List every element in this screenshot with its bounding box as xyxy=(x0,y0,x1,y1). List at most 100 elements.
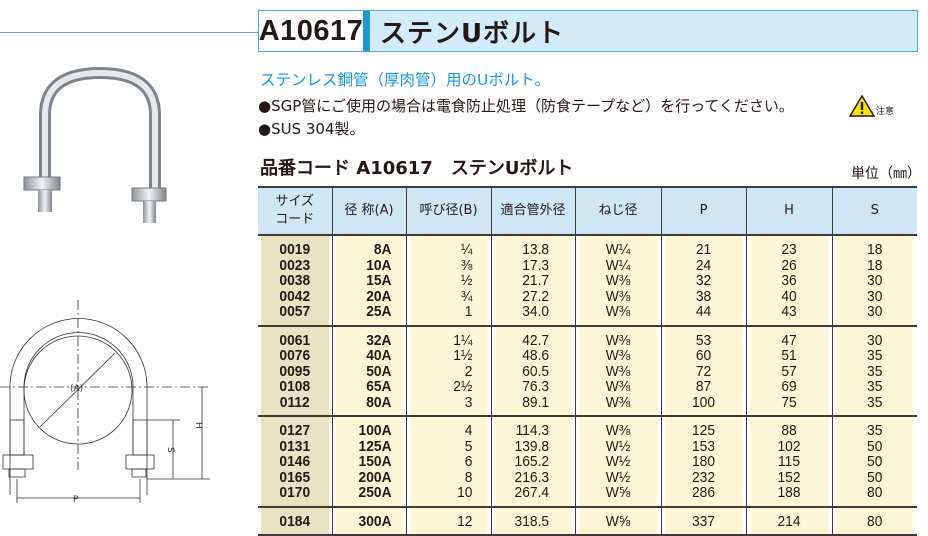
table-row: 0184 300A 12 318.5 W⅝ 337 214 80 xyxy=(258,506,917,535)
label-p: P xyxy=(73,495,79,505)
cell-pipe-od: 34.0 xyxy=(493,304,572,326)
cell-nominal-b: 1 xyxy=(408,304,488,326)
header-s: S xyxy=(831,187,917,236)
label-h: H xyxy=(193,422,203,429)
table-row: 0076 40A 1½ 48.6 W⅜ 60 51 35 xyxy=(258,348,917,364)
cell-thread: W¼ xyxy=(577,257,658,273)
table-row: 0112 80A 3 89.1 W⅜ 100 75 35 xyxy=(258,394,917,416)
cell-dim-h: 47 xyxy=(748,325,829,348)
cell-nominal-a: 65A xyxy=(334,379,404,395)
bullet-note-material: ●SUS 304製。 xyxy=(258,120,365,138)
table-row: 0165 200A 8 216.3 W½ 232 152 50 xyxy=(258,469,917,485)
cell-dim-p: 286 xyxy=(663,485,743,507)
cell-pipe-od: 27.2 xyxy=(493,288,572,304)
cell-dim-p: 53 xyxy=(663,325,743,348)
cell-pipe-od: 139.8 xyxy=(493,438,572,454)
cell-nominal-b: 8 xyxy=(408,469,488,485)
cell-dim-s: 30 xyxy=(834,325,914,348)
table-row: 0131 125A 5 139.8 W½ 153 102 50 xyxy=(258,438,917,454)
cell-dim-p: 38 xyxy=(663,288,743,304)
table-header-row: サイズ コード 径 称(A) 呼び径(B) 適合管外径 ねじ径 P H S xyxy=(258,187,917,236)
header-nominal-a: 径 称(A) xyxy=(331,187,406,236)
cell-pipe-od: 165.2 xyxy=(493,454,572,470)
cell-dim-h: 40 xyxy=(748,288,829,304)
cell-size-code: 0057 xyxy=(260,304,330,326)
title-banner: A10617 ステンUボルト xyxy=(258,10,918,52)
cell-size-code: 0095 xyxy=(260,363,330,379)
cell-size-code: 0170 xyxy=(260,485,330,507)
cell-size-code: 0042 xyxy=(260,288,330,304)
cell-dim-s: 35 xyxy=(834,394,914,416)
cell-thread: W¼ xyxy=(577,235,658,258)
cell-nominal-a: 300A xyxy=(334,506,404,535)
cell-nominal-b: ¾ xyxy=(408,288,488,304)
header-p: P xyxy=(660,187,746,236)
cell-dim-s: 50 xyxy=(834,454,914,470)
cell-pipe-od: 89.1 xyxy=(493,394,572,416)
cell-nominal-a: 200A xyxy=(334,469,404,485)
cell-thread: W⅜ xyxy=(577,379,658,395)
cell-nominal-b: 1¼ xyxy=(408,325,488,348)
cell-dim-h: 152 xyxy=(748,469,829,485)
cell-dim-p: 21 xyxy=(663,235,743,258)
label-a: (A) xyxy=(70,384,83,394)
cell-pipe-od: 267.4 xyxy=(493,485,572,507)
cell-nominal-b: 12 xyxy=(408,506,488,535)
header-size-code: サイズ コード xyxy=(258,187,332,236)
header-thread: ねじ径 xyxy=(574,187,661,236)
cell-dim-h: 43 xyxy=(748,304,829,326)
table-row: 0057 25A 1 34.0 W⅜ 44 43 30 xyxy=(258,304,917,326)
cell-nominal-a: 40A xyxy=(334,348,404,364)
cell-dim-s: 35 xyxy=(834,363,914,379)
cell-dim-s: 30 xyxy=(834,288,914,304)
cell-pipe-od: 114.3 xyxy=(493,416,572,439)
cell-pipe-od: 216.3 xyxy=(493,469,572,485)
cell-dim-h: 51 xyxy=(748,348,829,364)
warning-triangle-icon xyxy=(849,95,875,117)
cell-dim-h: 102 xyxy=(748,438,829,454)
cell-thread: W⅜ xyxy=(577,363,658,379)
cell-dim-s: 50 xyxy=(834,438,914,454)
cell-dim-p: 44 xyxy=(663,304,743,326)
cell-pipe-od: 21.7 xyxy=(493,273,572,289)
cell-dim-s: 30 xyxy=(834,304,914,326)
cell-size-code: 0131 xyxy=(260,438,330,454)
table-row: 0095 50A 2 60.5 W⅜ 72 57 35 xyxy=(258,363,917,379)
cell-dim-h: 188 xyxy=(748,485,829,507)
cell-thread: W⅜ xyxy=(577,416,658,439)
cell-thread: W⅜ xyxy=(577,273,658,289)
table-row: 0023 10A ⅜ 17.3 W¼ 24 26 18 xyxy=(258,257,917,273)
cell-dim-h: 57 xyxy=(748,363,829,379)
cell-dim-p: 100 xyxy=(663,394,743,416)
cell-nominal-b: 10 xyxy=(408,485,488,507)
cell-nominal-b: ¼ xyxy=(408,235,488,258)
cell-size-code: 0127 xyxy=(260,416,330,439)
spec-table: サイズ コード 径 称(A) 呼び径(B) 適合管外径 ねじ径 P H S 00… xyxy=(258,186,917,536)
cell-dim-p: 180 xyxy=(663,454,743,470)
product-code: A10617 xyxy=(259,11,363,51)
cell-dim-p: 232 xyxy=(663,469,743,485)
cell-dim-s: 35 xyxy=(834,348,914,364)
cell-nominal-b: 1½ xyxy=(408,348,488,364)
cell-dim-s: 80 xyxy=(834,506,914,535)
warning-note: 注意 xyxy=(849,95,894,117)
cell-thread: W⅜ xyxy=(577,325,658,348)
section-title: 品番コード A10617 ステンUボルト xyxy=(260,158,574,179)
product-name: ステンUボルト xyxy=(380,18,565,49)
row-group: 0127 100A 4 114.3 W⅜ 125 88 35 0131 125A 5 139.8 W½ 1… xyxy=(258,416,917,507)
header-rule xyxy=(0,32,258,33)
table-row: 0127 100A 4 114.3 W⅜ 125 88 35 xyxy=(258,416,917,439)
cell-dim-h: 75 xyxy=(748,394,829,416)
cell-dim-h: 36 xyxy=(748,273,829,289)
cell-dim-h: 115 xyxy=(748,454,829,470)
row-group: 0019 8A ¼ 13.8 W¼ 21 23 18 0023 10A ⅜ 17.3 W¼ 24 26 18 0… xyxy=(258,235,917,326)
cell-dim-h: 69 xyxy=(748,379,829,395)
cell-nominal-b: ⅜ xyxy=(408,257,488,273)
cell-pipe-od: 318.5 xyxy=(493,506,572,535)
cell-dim-p: 87 xyxy=(663,379,743,395)
cell-thread: W½ xyxy=(577,454,658,470)
table-row: 0108 65A 2½ 76.3 W⅜ 87 69 35 xyxy=(258,379,917,395)
cell-nominal-b: 6 xyxy=(408,454,488,470)
cell-nominal-b: 4 xyxy=(408,416,488,439)
cell-dim-p: 125 xyxy=(663,416,743,439)
